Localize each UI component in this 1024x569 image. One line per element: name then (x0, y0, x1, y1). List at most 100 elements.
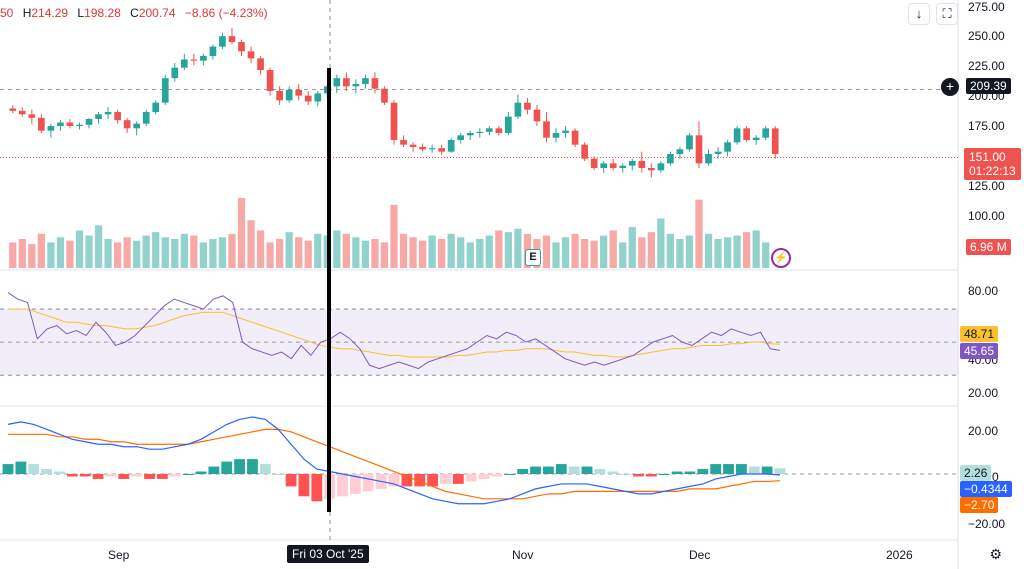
volume-bar (619, 242, 627, 268)
candle-body (543, 121, 550, 138)
macd-histogram-bar (131, 474, 143, 477)
candle-body (390, 102, 398, 140)
candle-body (581, 144, 588, 159)
volume-bar (647, 232, 655, 268)
fullscreen-button[interactable]: ⛶ (936, 3, 958, 25)
volume-bar (399, 233, 408, 268)
candle-body (381, 88, 388, 103)
macd-histogram-bar (427, 474, 439, 487)
volume-bar (228, 233, 236, 268)
candle-body (562, 130, 569, 133)
volume-bar (457, 237, 465, 268)
volume-bar (476, 238, 484, 268)
macd-tick: 0 (992, 470, 999, 484)
add-alert-icon[interactable]: + (941, 78, 959, 96)
candle-body (362, 78, 369, 84)
macd-histogram-bar (723, 464, 734, 474)
candle-body (733, 128, 741, 143)
macd-histogram-bar (697, 469, 709, 474)
rsi-panel (0, 292, 958, 376)
candle-body (400, 140, 407, 145)
download-button[interactable]: ↓ (908, 3, 930, 25)
candle-body (123, 120, 131, 129)
macd-histogram-bar (41, 469, 53, 474)
volume-bar (75, 230, 84, 268)
volume-bar (514, 228, 522, 268)
crosshair (0, 0, 958, 540)
volume-bar (704, 233, 713, 268)
candle-body (571, 130, 579, 145)
candle-body (104, 112, 112, 115)
candle-body (600, 163, 608, 168)
price-tick: 225.00 (968, 59, 1005, 73)
volume-bar (361, 240, 370, 268)
macd-histogram-bar (285, 474, 297, 487)
volume-bar (352, 237, 360, 268)
candle-body (304, 95, 312, 102)
download-icon: ↓ (915, 6, 923, 21)
volume-tag: 6.96 M (966, 239, 1011, 255)
rsi-ma-line (8, 308, 781, 358)
volume-bar (552, 242, 560, 268)
candle-body (190, 59, 198, 61)
last-price-value: 151.00 (969, 150, 1006, 164)
volume-bar (409, 237, 417, 268)
macd-histogram-bar (247, 459, 258, 474)
candle-body (209, 46, 217, 56)
candle-body (771, 128, 779, 154)
volume-bar (285, 232, 293, 268)
signal-line (8, 428, 781, 500)
candle-body (476, 131, 484, 133)
volume-bar (638, 237, 646, 268)
candle-body (114, 112, 121, 121)
candle-body (676, 149, 684, 154)
volume-bar (180, 233, 188, 268)
bar-countdown: 01:22:13 (969, 164, 1016, 178)
macd-histogram-bar (362, 474, 374, 492)
volume-bar (733, 235, 741, 268)
volume-bar (628, 227, 636, 268)
volume-bar (561, 237, 570, 268)
volume-bar (418, 240, 427, 268)
volume-bar (580, 238, 589, 268)
macd-histogram-bar (118, 474, 130, 479)
volume-bar (371, 238, 379, 268)
volume-bar (66, 240, 74, 268)
macd-histogram-bar (530, 466, 541, 474)
legend-high-label: H (22, 6, 32, 20)
volume-bar (542, 235, 551, 268)
macd-histogram-bar (182, 474, 194, 475)
volume-bar (438, 238, 446, 268)
volume-bar (504, 232, 512, 268)
macd-histogram-bar (298, 474, 310, 497)
macd-histogram-bar (79, 474, 91, 477)
settings-gear-icon[interactable]: ⚙ (989, 546, 1002, 562)
rsi-tick: 80.00 (968, 284, 999, 298)
last-price-tag: 151.00 01:22:13 (964, 148, 1021, 180)
candle-body (47, 126, 55, 131)
macd-histogram-bar (542, 466, 554, 474)
legend-close-value: 200.74 (138, 6, 176, 20)
macd-histogram-bar (517, 469, 529, 474)
macd-histogram-bar (620, 474, 632, 475)
candle-body (219, 36, 226, 47)
candle-body (142, 112, 150, 124)
candle-body (133, 123, 141, 129)
macd-tick: −20.00 (968, 517, 1006, 531)
volume-bar (485, 235, 493, 268)
candle-body (228, 36, 236, 42)
macd-histogram-bar (208, 466, 220, 474)
lightning-icon[interactable]: ⚡ (771, 248, 791, 268)
volume-bar (304, 240, 312, 268)
candle-body (514, 102, 522, 117)
volume-bar (390, 204, 398, 268)
volume-bar (199, 242, 208, 268)
candle-body (152, 102, 160, 112)
volume-bar (256, 230, 265, 268)
earnings-marker[interactable]: E (525, 249, 541, 266)
candle-body (628, 161, 636, 166)
macd-histogram-bar (234, 459, 246, 474)
macd-histogram-bar (504, 474, 516, 475)
